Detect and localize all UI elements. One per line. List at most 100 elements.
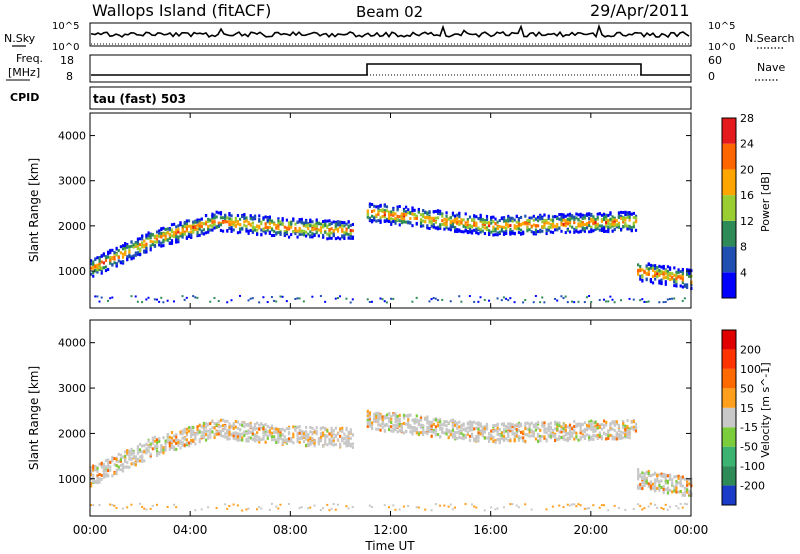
data-cell <box>667 486 669 489</box>
data-cell <box>254 439 256 442</box>
data-cell <box>333 233 335 236</box>
data-cell <box>369 218 371 221</box>
data-cell <box>218 433 220 436</box>
data-cell <box>397 430 399 433</box>
data-cell <box>303 440 305 443</box>
data-cell <box>230 299 232 301</box>
data-cell <box>201 232 203 235</box>
data-cell <box>350 428 352 431</box>
data-cell <box>558 213 560 216</box>
data-cell <box>501 299 503 301</box>
data-cell <box>422 220 424 223</box>
data-cell <box>631 213 633 216</box>
data-cell <box>258 218 260 221</box>
data-cell <box>186 219 188 222</box>
data-cell <box>435 418 437 421</box>
data-cell <box>254 425 256 428</box>
data-cell <box>571 214 573 217</box>
data-cell <box>296 426 298 429</box>
data-cell <box>322 431 324 434</box>
data-cell <box>141 506 143 508</box>
data-cell <box>441 427 443 430</box>
data-cell <box>228 212 230 215</box>
data-cell <box>439 420 441 423</box>
data-cell <box>520 233 522 236</box>
data-cell <box>462 230 464 233</box>
data-cell <box>445 428 447 431</box>
data-cell <box>448 218 450 221</box>
data-cell <box>462 423 464 426</box>
data-cell <box>580 213 582 216</box>
data-cell <box>316 426 318 429</box>
data-cell <box>343 433 345 436</box>
data-cell <box>326 443 328 446</box>
data-cell <box>382 418 384 421</box>
data-cell <box>622 211 624 214</box>
data-cell <box>331 232 333 235</box>
data-cell <box>588 507 590 509</box>
data-cell <box>324 224 326 227</box>
data-cell <box>520 436 522 439</box>
data-cell <box>230 218 232 221</box>
data-cell <box>194 296 196 298</box>
data-cell <box>343 442 345 445</box>
data-cell <box>680 476 682 479</box>
data-cell <box>592 222 594 225</box>
data-cell <box>199 424 201 427</box>
data-cell <box>433 418 435 421</box>
data-cell <box>109 465 111 468</box>
data-cell <box>116 253 118 256</box>
data-cell <box>684 490 686 493</box>
data-cell <box>324 442 326 445</box>
data-cell <box>486 437 488 440</box>
data-cell <box>241 424 243 427</box>
data-cell <box>250 224 252 227</box>
data-cell <box>162 446 164 449</box>
data-cell <box>160 232 162 235</box>
data-cell <box>335 443 337 446</box>
data-cell <box>467 427 469 430</box>
data-cell <box>405 206 407 209</box>
data-cell <box>254 428 256 431</box>
data-cell <box>624 433 626 436</box>
data-cell <box>671 478 673 481</box>
data-cell <box>445 223 447 226</box>
data-cell <box>322 507 324 509</box>
data-cell <box>222 435 224 438</box>
data-cell <box>107 458 109 461</box>
data-cell <box>184 221 186 224</box>
data-cell <box>641 481 643 484</box>
data-cell <box>228 423 230 426</box>
data-cell <box>313 431 315 434</box>
data-cell <box>603 426 605 429</box>
data-cell <box>460 230 462 233</box>
data-cell <box>301 221 303 224</box>
data-cell <box>673 297 675 299</box>
data-cell <box>384 504 386 506</box>
data-cell <box>307 233 309 236</box>
data-cell <box>420 218 422 221</box>
data-cell <box>618 211 620 214</box>
data-cell <box>392 504 394 506</box>
data-cell <box>311 224 313 227</box>
data-cell <box>335 434 337 437</box>
data-cell <box>462 428 464 431</box>
data-cell <box>141 454 143 457</box>
data-cell <box>409 414 411 417</box>
data-cell <box>141 445 143 448</box>
data-cell <box>541 230 543 233</box>
data-cell <box>394 217 396 220</box>
data-cell <box>486 218 488 221</box>
data-cell <box>482 428 484 431</box>
data-cell <box>218 430 220 433</box>
data-cell <box>518 435 520 438</box>
data-cell <box>296 440 298 443</box>
data-cell <box>96 470 98 473</box>
data-cell <box>552 506 554 508</box>
data-cell <box>611 428 613 431</box>
data-cell <box>322 445 324 448</box>
data-cell <box>524 440 526 443</box>
data-cell <box>445 226 447 229</box>
data-cell <box>516 215 518 218</box>
data-cell <box>286 231 288 234</box>
